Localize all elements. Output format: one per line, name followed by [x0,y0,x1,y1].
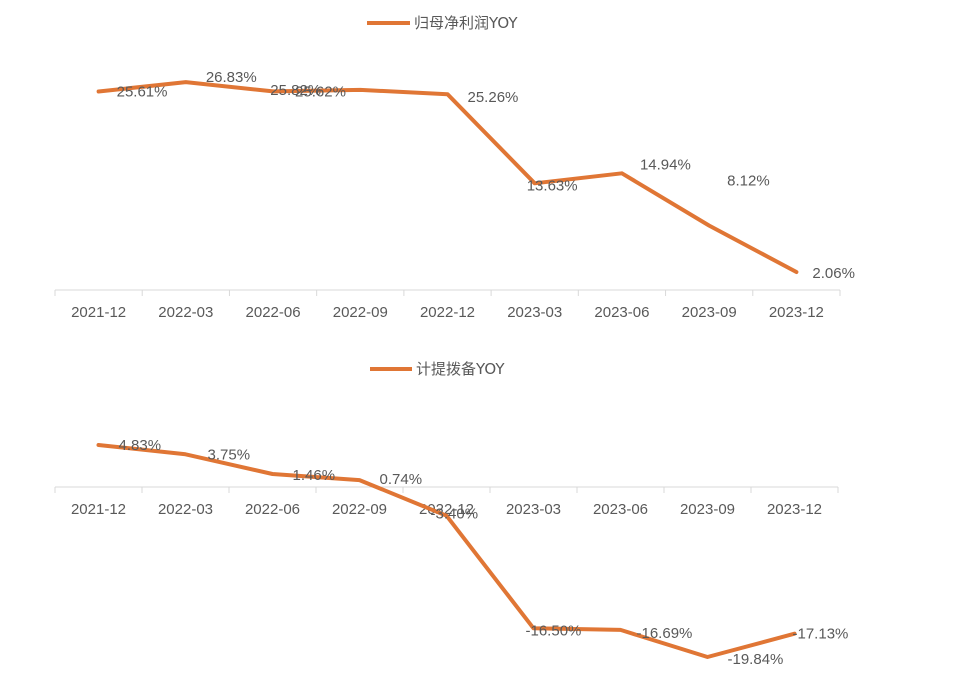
x-tick-label: 2021-12 [71,501,126,518]
x-tick-label: 2023-06 [594,304,649,321]
data-label: 0.74% [380,471,423,488]
data-label: 4.83% [119,437,162,454]
series-line [96,443,797,659]
data-label: -16.50% [526,622,582,639]
x-tick-label: 2022-06 [246,304,301,321]
data-label: 25.26% [468,89,519,106]
data-label: 8.12% [727,173,770,190]
x-tick-label: 2022-09 [332,501,387,518]
chart-net-profit-yoy: 归母净利润YOY 2021-12 2022-03 2022-06 2022-09 2022… [54,14,855,321]
data-label: 25.82% [270,82,321,99]
data-label: 13.63% [527,177,578,194]
x-tick-label: 2023-06 [593,501,648,518]
data-label: 2.06% [812,265,855,282]
data-label: 26.83% [206,69,257,86]
x-tick-label: 2022-12 [420,304,475,321]
data-label: -3.40% [431,506,479,523]
x-tick-label: 2023-09 [682,304,737,321]
x-tick-label: 2022-03 [158,501,213,518]
data-label: -19.84% [728,651,784,668]
data-label: -16.69% [637,625,693,642]
data-label: 14.94% [640,156,691,173]
x-tick-label: 2022-06 [245,501,300,518]
x-tick-label: 2023-12 [769,304,824,321]
chart-provision-yoy: 计提拨备YOY 2021-12 2022-03 2022-06 2022-09 2022-… [54,360,849,668]
x-tick-label: 2021-12 [71,304,126,321]
series-line [96,80,799,274]
data-label: 1.46% [293,467,336,484]
legend-label: 归母净利润YOY [414,14,518,32]
data-label: -17.13% [793,626,849,643]
x-tick-label: 2023-12 [767,501,822,518]
x-tick-label: 2022-12 [419,501,474,518]
x-tick-label: 2023-03 [506,501,561,518]
x-tick-label: 2023-03 [507,304,562,321]
x-tick-label: 2022-09 [333,304,388,321]
data-label: 3.75% [208,446,251,463]
x-tick-label: 2023-09 [680,501,735,518]
data-label: 25.62% [295,83,346,100]
legend-label: 计提拨备YOY [416,360,505,378]
data-label: 25.61% [117,84,168,101]
x-tick-label: 2022-03 [158,304,213,321]
